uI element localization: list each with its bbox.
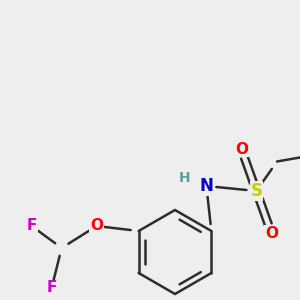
Text: O: O xyxy=(90,218,103,233)
Text: O: O xyxy=(265,226,278,241)
Text: S: S xyxy=(250,182,262,200)
Text: N: N xyxy=(200,177,213,195)
Text: H: H xyxy=(178,171,190,185)
Text: F: F xyxy=(46,280,57,296)
Text: F: F xyxy=(26,218,37,233)
Text: O: O xyxy=(235,142,248,157)
